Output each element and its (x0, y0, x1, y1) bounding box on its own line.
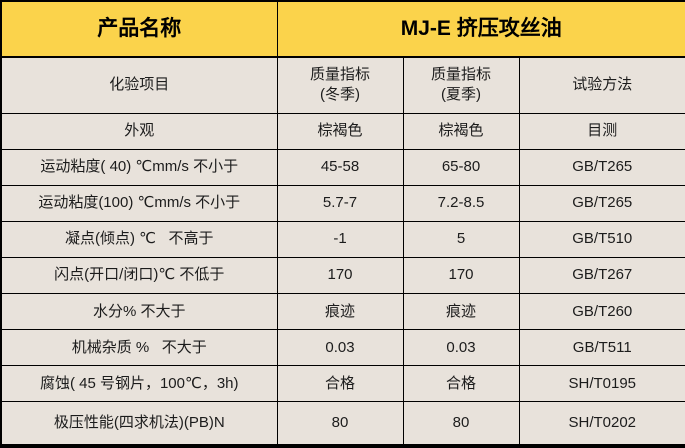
winter-cell: 痕迹 (276, 293, 404, 331)
method-cell: 目测 (518, 112, 685, 150)
table-row: 外观 棕褐色 棕褐色 目测 (0, 112, 685, 150)
table-row: 运动粘度( 40) ℃mm/s 不小于 45-58 65-80 GB/T265 (0, 148, 685, 186)
table-row: 极压性能(四求机法)(PB)N 80 80 SH/T0202 (0, 401, 685, 447)
item-cell: 极压性能(四求机法)(PB)N (0, 401, 278, 447)
winter-cell: 170 (276, 257, 404, 295)
summer-cell: 65-80 (402, 148, 520, 186)
winter-cell: 45-58 (276, 148, 404, 186)
product-name-label: 产品名称 (0, 0, 278, 59)
column-header-item: 化验项目 (0, 56, 278, 114)
summer-cell: 0.03 (402, 329, 520, 367)
summer-cell: 5 (402, 220, 520, 259)
summer-cell: 170 (402, 257, 520, 295)
winter-cell: -1 (276, 220, 404, 259)
table-row: 凝点(倾点) ℃ 不高于 -1 5 GB/T510 (0, 220, 685, 259)
item-cell: 腐蚀( 45 号钢片，100℃，3h) (0, 365, 278, 403)
summer-cell: 合格 (402, 365, 520, 403)
summer-cell: 80 (402, 401, 520, 447)
table-row: 机械杂质 % 不大于 0.03 0.03 GB/T511 (0, 329, 685, 367)
product-name-value: MJ-E 挤压攻丝油 (276, 0, 685, 59)
method-cell: GB/T260 (518, 293, 685, 331)
summer-cell: 7.2-8.5 (402, 184, 520, 222)
method-cell: GB/T511 (518, 329, 685, 367)
item-cell: 外观 (0, 112, 278, 150)
item-cell: 运动粘度( 40) ℃mm/s 不小于 (0, 148, 278, 186)
item-cell: 水分% 不大于 (0, 293, 278, 331)
item-cell: 机械杂质 % 不大于 (0, 329, 278, 367)
method-cell: GB/T265 (518, 184, 685, 222)
item-cell: 闪点(开口/闭口)℃ 不低于 (0, 257, 278, 295)
method-cell: GB/T267 (518, 257, 685, 295)
column-header-row: 化验项目 质量指标 (冬季) 质量指标 (夏季) 试验方法 (0, 56, 685, 114)
table-row: 闪点(开口/闭口)℃ 不低于 170 170 GB/T267 (0, 257, 685, 295)
method-cell: SH/T0202 (518, 401, 685, 447)
winter-cell: 5.7-7 (276, 184, 404, 222)
winter-cell: 80 (276, 401, 404, 447)
table-row: 腐蚀( 45 号钢片，100℃，3h) 合格 合格 SH/T0195 (0, 365, 685, 403)
item-cell: 运动粘度(100) ℃mm/s 不小于 (0, 184, 278, 222)
column-header-summer: 质量指标 (夏季) (402, 56, 520, 114)
summer-cell: 棕褐色 (402, 112, 520, 150)
winter-cell: 棕褐色 (276, 112, 404, 150)
winter-cell: 合格 (276, 365, 404, 403)
table-row: 水分% 不大于 痕迹 痕迹 GB/T260 (0, 293, 685, 331)
method-cell: GB/T265 (518, 148, 685, 186)
table-row: 运动粘度(100) ℃mm/s 不小于 5.7-7 7.2-8.5 GB/T26… (0, 184, 685, 222)
method-cell: SH/T0195 (518, 365, 685, 403)
method-cell: GB/T510 (518, 220, 685, 259)
table-title-row: 产品名称 MJ-E 挤压攻丝油 (0, 0, 685, 59)
column-header-winter: 质量指标 (冬季) (276, 56, 404, 114)
winter-cell: 0.03 (276, 329, 404, 367)
summer-cell: 痕迹 (402, 293, 520, 331)
item-cell: 凝点(倾点) ℃ 不高于 (0, 220, 278, 259)
column-header-method: 试验方法 (518, 56, 685, 114)
